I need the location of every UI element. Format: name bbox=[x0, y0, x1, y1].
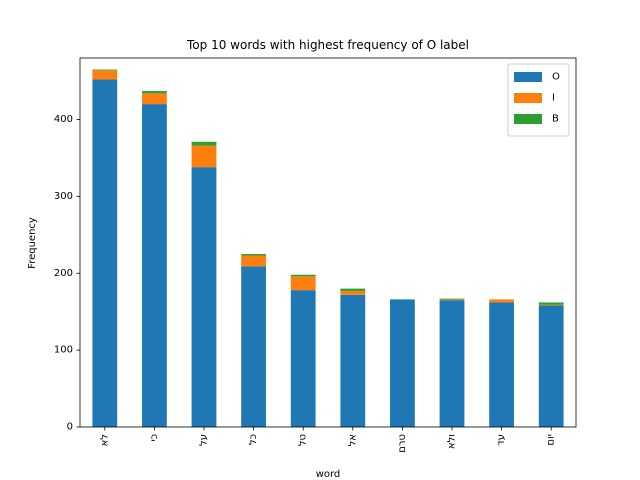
x-tick-label: על bbox=[199, 434, 210, 446]
bar-I-4 bbox=[290, 276, 316, 291]
x-tick-label: כי bbox=[149, 434, 160, 442]
plot-frame bbox=[79, 57, 577, 428]
bar-B-2 bbox=[191, 141, 217, 146]
bar-O-6 bbox=[390, 299, 415, 427]
x-tick-label: אל bbox=[347, 434, 358, 446]
legend: OIB bbox=[507, 63, 570, 137]
bar-B-3 bbox=[241, 254, 266, 256]
bar-B-5 bbox=[340, 288, 366, 291]
x-axis-label: word bbox=[316, 469, 341, 480]
bar-I-3 bbox=[241, 255, 266, 267]
bar-I-0 bbox=[92, 70, 118, 80]
bar-O-7 bbox=[439, 300, 465, 427]
y-axis-label: Frequency bbox=[27, 217, 38, 269]
bar-I-8 bbox=[489, 299, 514, 303]
legend-label-I: I bbox=[552, 93, 555, 104]
bar-O-5 bbox=[340, 294, 366, 427]
bar-I-7 bbox=[439, 299, 465, 301]
x-tick-label: עד bbox=[496, 434, 507, 446]
bar-O-3 bbox=[241, 266, 266, 427]
bar-O-9 bbox=[538, 305, 564, 427]
bars-group bbox=[92, 69, 564, 428]
chart-title: Top 10 words with highest frequency of O… bbox=[186, 38, 469, 52]
legend-label-O: O bbox=[552, 72, 560, 83]
x-tick-label: כל bbox=[248, 434, 259, 445]
bar-O-2 bbox=[191, 167, 217, 427]
legend-swatch-I bbox=[514, 93, 542, 103]
legend-swatch-O bbox=[514, 72, 542, 82]
bar-B-9 bbox=[538, 302, 564, 305]
y-tick-label: 300 bbox=[54, 191, 73, 202]
bar-O-4 bbox=[290, 290, 316, 427]
bar-O-8 bbox=[489, 302, 514, 427]
bar-O-0 bbox=[92, 79, 118, 428]
legend-swatch-B bbox=[514, 114, 542, 124]
x-axis-ticks: לא כי על כל טל אל טרם ולא עד יום bbox=[99, 427, 557, 453]
x-tick-label: טל bbox=[298, 434, 309, 446]
y-tick-label: 200 bbox=[54, 268, 73, 279]
bar-I-1 bbox=[142, 93, 167, 105]
y-axis-ticks: 0 100 200 300 400 bbox=[54, 114, 80, 433]
bar-B-1 bbox=[142, 91, 167, 94]
bar-I-5 bbox=[340, 290, 366, 295]
y-tick-label: 100 bbox=[54, 345, 73, 356]
x-tick-label: לא bbox=[99, 434, 110, 446]
bar-I-9 bbox=[538, 304, 564, 306]
bar-B-0 bbox=[92, 69, 118, 71]
bar-B-4 bbox=[290, 274, 316, 277]
bar-I-2 bbox=[191, 145, 217, 168]
legend-label-B: B bbox=[552, 114, 559, 125]
x-tick-label: ולא bbox=[447, 434, 458, 449]
x-tick-label: יום bbox=[546, 434, 557, 446]
y-tick-label: 400 bbox=[54, 114, 73, 125]
bar-O-1 bbox=[142, 104, 167, 427]
bar-B-7 bbox=[439, 298, 465, 300]
y-tick-label: 0 bbox=[67, 422, 73, 433]
x-tick-label: טרם bbox=[397, 434, 408, 453]
